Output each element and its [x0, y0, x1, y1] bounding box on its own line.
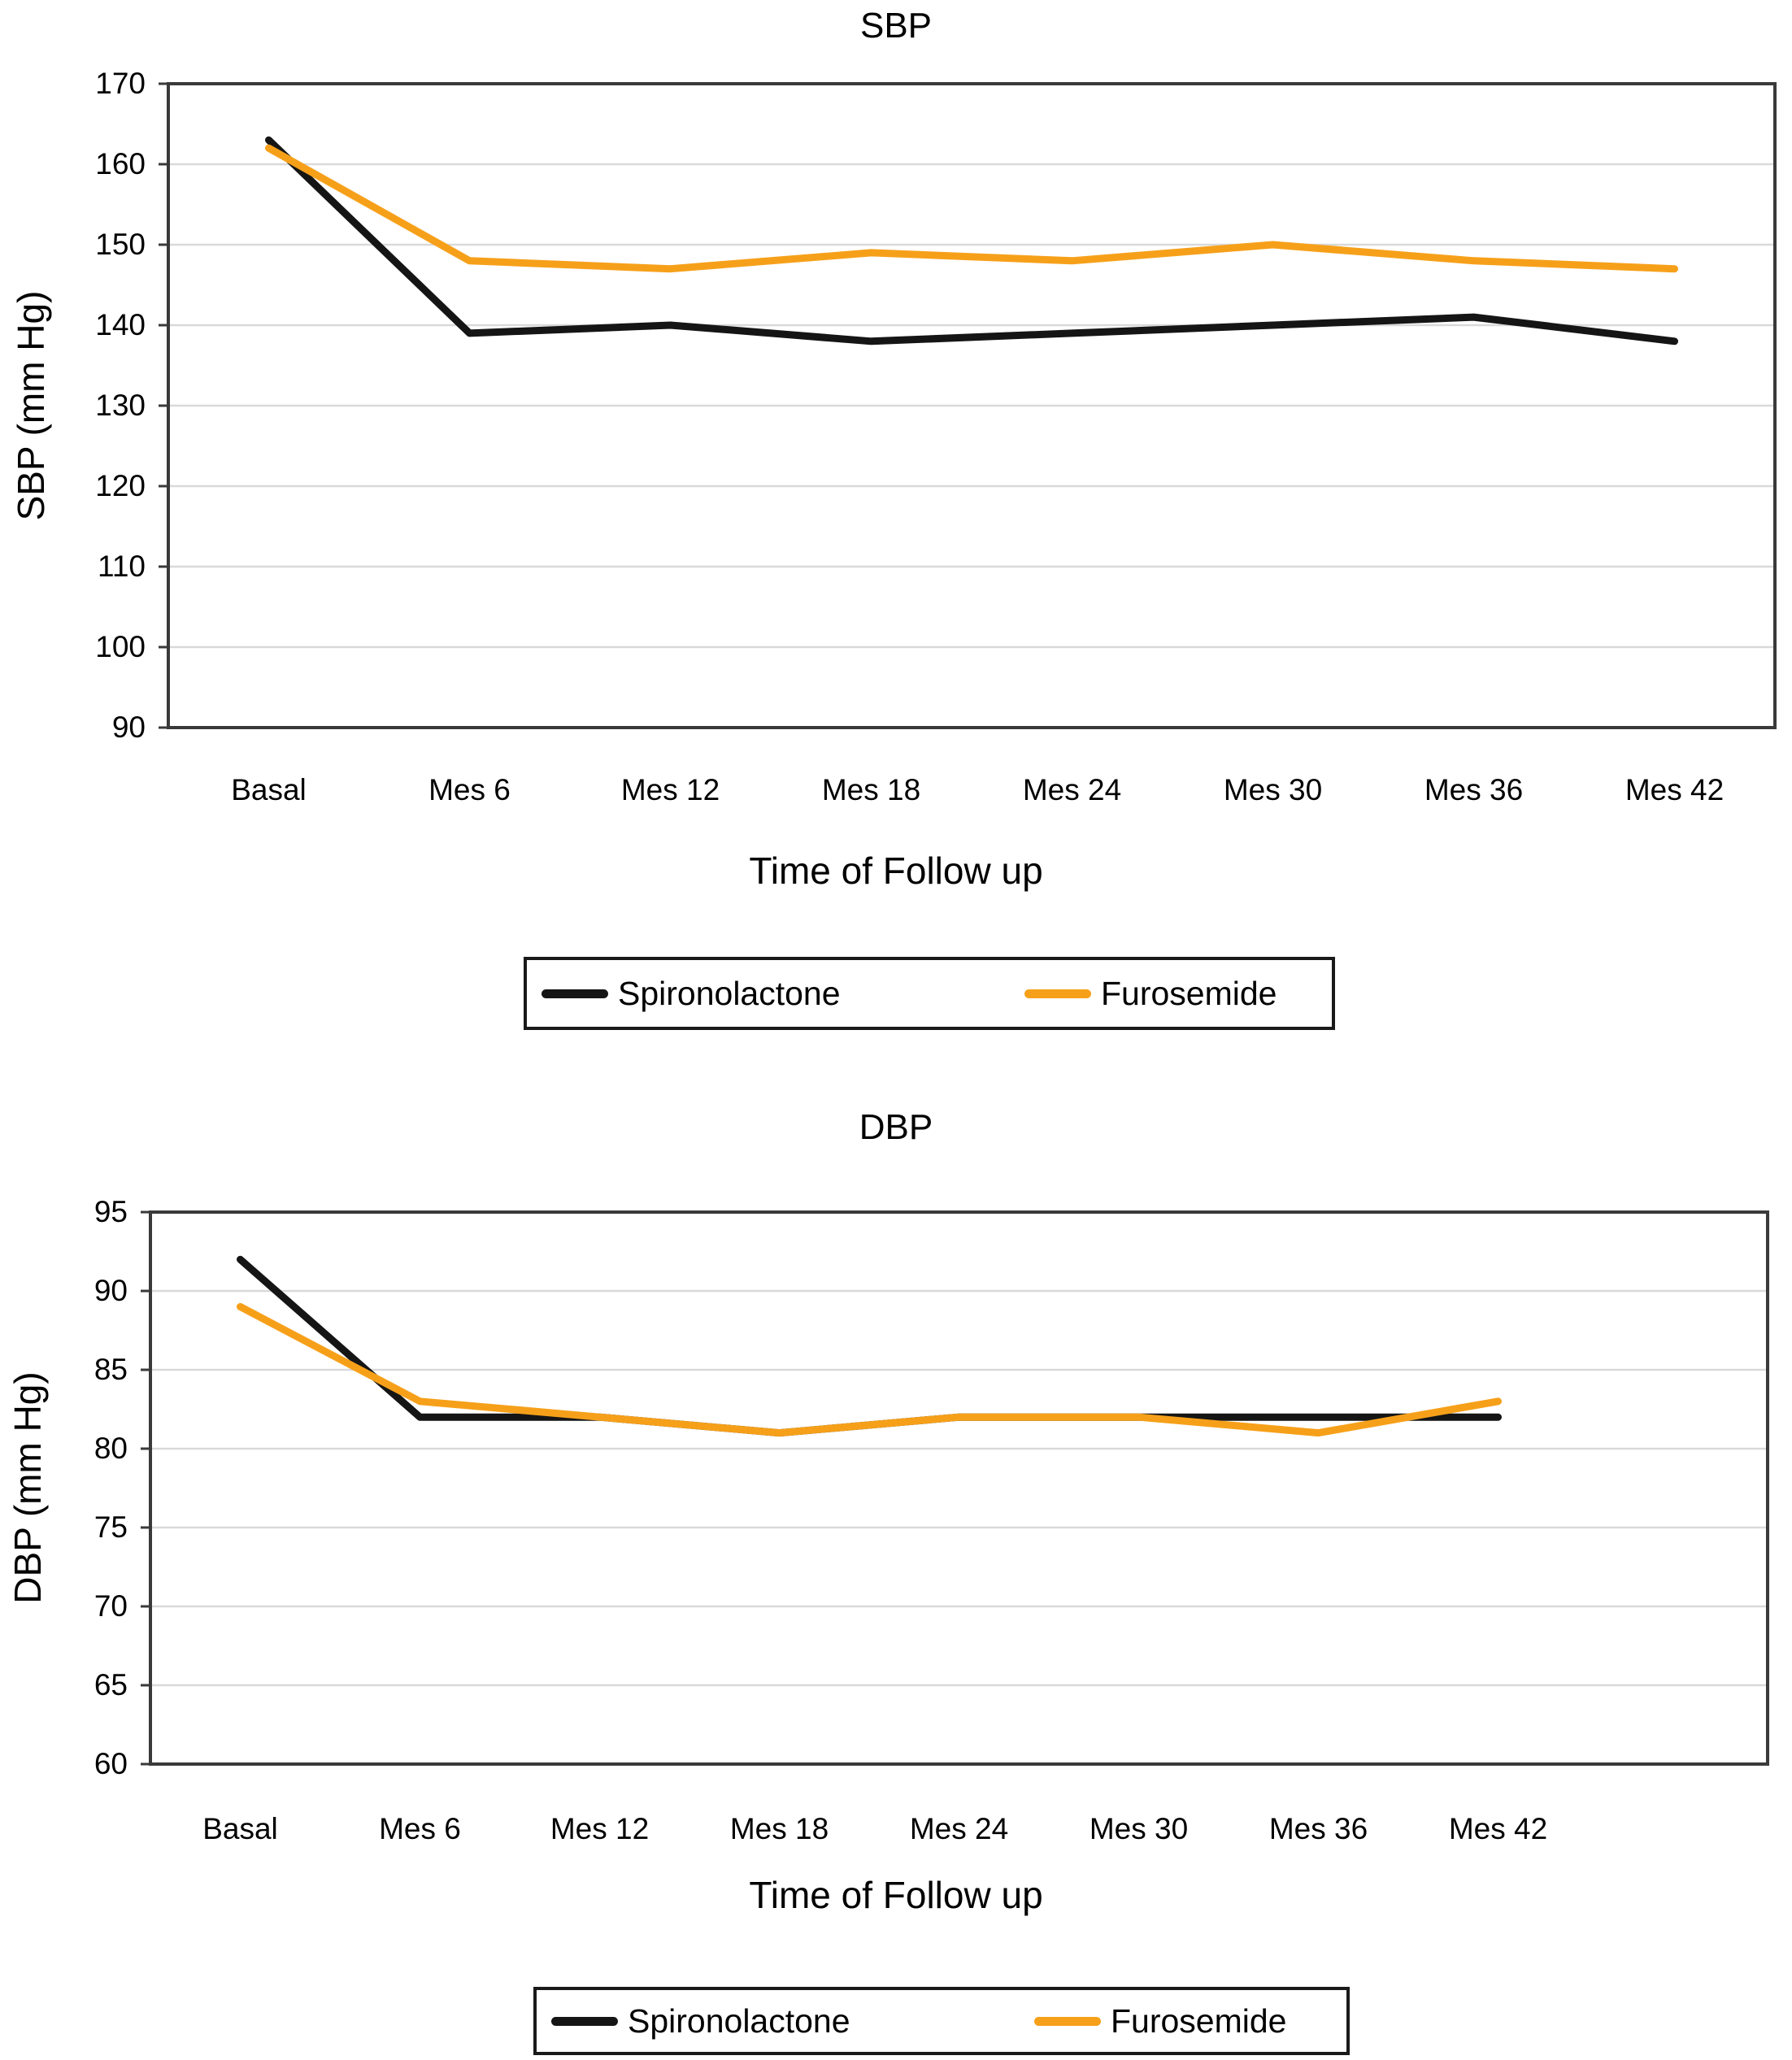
dbp-legend: Spironolactone Furosemide: [533, 1987, 1350, 2055]
y-tick-label: 110: [98, 550, 146, 583]
x-tick-label: Mes 42: [1625, 773, 1725, 806]
x-tick-label: Basal: [202, 1812, 278, 1845]
y-tick-label: 90: [94, 1274, 128, 1307]
sbp-legend-entry-spironolactone: Spironolactone: [542, 960, 841, 1027]
y-tick-label: 60: [94, 1747, 128, 1780]
sbp-legend-label-spironolactone: Spironolactone: [618, 975, 841, 1012]
series-line-spironolactone: [265, 136, 1678, 346]
y-tick-label: 170: [95, 67, 146, 100]
y-tick-label: 80: [94, 1432, 128, 1465]
x-tick-label: Mes 30: [1223, 773, 1323, 806]
sbp-legend-label-furosemide: Furosemide: [1101, 975, 1277, 1012]
x-tick-label: Mes 36: [1424, 773, 1524, 806]
spironolactone-line-swatch: [542, 989, 608, 998]
dbp-legend-label-furosemide: Furosemide: [1111, 2002, 1287, 2040]
x-tick-label: Mes 6: [428, 773, 511, 806]
furosemide-line-swatch: [1034, 2016, 1101, 2026]
y-tick-label: 65: [94, 1668, 128, 1701]
sbp-x-axis-title: Time of Follow up: [749, 850, 1043, 892]
y-tick-label: 75: [94, 1510, 128, 1544]
x-tick-label: Mes 6: [379, 1812, 461, 1845]
y-tick-label: 130: [95, 389, 146, 422]
y-tick-label: 70: [94, 1589, 128, 1623]
y-tick-label: 85: [94, 1353, 128, 1386]
y-tick-label: 140: [95, 308, 146, 341]
plot-area-border: [167, 82, 1777, 729]
x-tick-label: Mes 18: [821, 773, 921, 806]
y-tick-label: 90: [111, 711, 146, 744]
y-tick-label: 95: [94, 1195, 128, 1228]
plot-area-border: [149, 1210, 1769, 1766]
x-tick-label: Mes 36: [1268, 1812, 1368, 1845]
series-line-furosemide: [265, 144, 1678, 273]
dbp-chart-title: DBP: [859, 1107, 933, 1147]
x-tick-label: Mes 24: [1022, 773, 1122, 806]
x-tick-label: Mes 18: [729, 1812, 829, 1845]
x-tick-label: Basal: [231, 773, 307, 806]
x-tick-label: Mes 12: [620, 773, 720, 806]
sbp-legend-entry-furosemide: Furosemide: [1024, 960, 1277, 1027]
x-tick-label: Mes 24: [909, 1812, 1009, 1845]
dbp-legend-entry-furosemide: Furosemide: [1034, 1990, 1286, 2052]
y-tick-label: 120: [95, 469, 146, 502]
y-tick-label: 160: [95, 147, 146, 180]
furosemide-line-swatch: [1024, 989, 1091, 998]
dbp-x-axis-title: Time of Follow up: [749, 1874, 1043, 1916]
dbp-legend-label-spironolactone: Spironolactone: [628, 2002, 850, 2040]
x-tick-label: Mes 30: [1089, 1812, 1189, 1845]
x-tick-label: Mes 12: [550, 1812, 650, 1845]
y-tick-label: 150: [95, 228, 146, 261]
series-line-furosemide: [237, 1302, 1502, 1437]
x-tick-label: Mes 42: [1448, 1812, 1548, 1845]
dbp-y-axis-title: DBP (mm Hg): [7, 1371, 49, 1604]
sbp-legend: Spironolactone Furosemide: [524, 957, 1335, 1030]
y-tick-label: 100: [95, 630, 146, 663]
spironolactone-line-swatch: [551, 2016, 618, 2026]
dbp-legend-entry-spironolactone: Spironolactone: [551, 1990, 850, 2052]
sbp-chart-title: SBP: [859, 6, 933, 46]
series-line-spironolactone: [237, 1255, 1502, 1437]
